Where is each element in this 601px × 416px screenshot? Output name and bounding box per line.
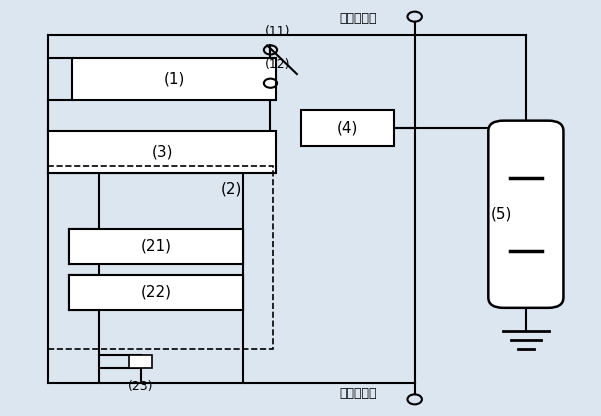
Bar (69, 229, 243, 264)
Bar (48, 166, 273, 349)
Text: (5): (5) (491, 207, 513, 222)
Text: (22): (22) (141, 285, 172, 300)
Text: (4): (4) (337, 120, 358, 136)
Text: (11): (11) (265, 25, 290, 38)
Bar (48, 131, 276, 173)
Text: 高压输出端: 高压输出端 (340, 12, 377, 25)
Text: (3): (3) (151, 144, 173, 159)
Text: (12): (12) (265, 58, 290, 71)
Text: (21): (21) (141, 239, 172, 254)
Bar (300, 110, 394, 146)
Bar (69, 275, 243, 310)
Text: 低压输出端: 低压输出端 (340, 386, 377, 400)
Text: (23): (23) (128, 379, 153, 393)
FancyBboxPatch shape (488, 121, 564, 308)
Text: (2): (2) (221, 182, 242, 197)
Bar (72, 58, 276, 100)
Bar (129, 355, 152, 368)
Text: (1): (1) (163, 72, 185, 87)
